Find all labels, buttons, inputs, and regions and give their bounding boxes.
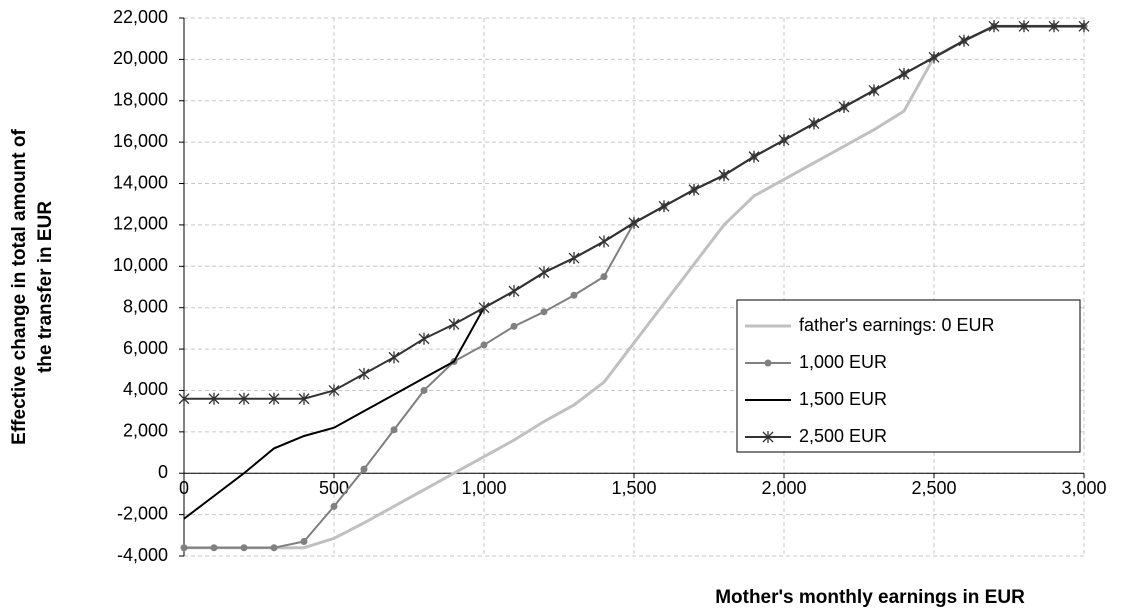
point <box>180 544 188 552</box>
point <box>688 183 700 196</box>
point <box>448 318 460 331</box>
point <box>540 308 548 316</box>
point <box>868 84 880 97</box>
point <box>538 266 550 279</box>
point <box>478 301 490 314</box>
y-tick-label: -4,000 <box>117 545 168 565</box>
point <box>600 273 608 281</box>
legend-label: 1,000 EUR <box>799 352 887 372</box>
legend-box <box>736 299 1081 453</box>
point <box>748 150 760 163</box>
x-tick-label: 2,000 <box>761 478 806 498</box>
point <box>208 392 220 405</box>
y-tick-label: 0 <box>158 462 168 482</box>
point <box>178 392 190 405</box>
y-tick-label: 4,000 <box>123 379 168 399</box>
y-tick-label: 18,000 <box>113 90 168 110</box>
point <box>838 100 850 113</box>
y-tick-label: 12,000 <box>113 214 168 234</box>
point <box>358 367 370 380</box>
point <box>210 544 218 552</box>
point <box>268 392 280 405</box>
point <box>628 216 640 229</box>
y-axis-title: Effective change in total amount of <box>9 129 30 445</box>
x-tick-label: 1,500 <box>611 478 656 498</box>
point <box>1048 20 1060 33</box>
point <box>388 351 400 364</box>
y-axis-title: the transfer in EUR <box>35 201 56 373</box>
point <box>420 386 428 394</box>
point <box>298 392 310 405</box>
point <box>238 392 250 405</box>
point <box>778 134 790 147</box>
x-tick-label: 3,000 <box>1061 478 1106 498</box>
point <box>658 200 670 213</box>
point <box>570 291 578 299</box>
legend-marker <box>764 359 772 367</box>
point <box>360 465 368 473</box>
point <box>1078 20 1090 33</box>
point <box>808 117 820 130</box>
point <box>898 67 910 80</box>
point <box>568 252 580 265</box>
y-tick-label: 16,000 <box>113 131 168 151</box>
point <box>1018 20 1030 33</box>
x-tick-label: 1,000 <box>461 478 506 498</box>
legend-label: 1,500 EUR <box>799 389 887 409</box>
legend-marker <box>762 431 774 443</box>
legend-label: father's earnings: 0 EUR <box>799 315 995 335</box>
legend-label: 2,500 EUR <box>799 426 887 446</box>
point <box>510 322 518 330</box>
point <box>330 502 338 510</box>
point <box>418 332 430 345</box>
y-tick-label: 6,000 <box>123 338 168 358</box>
y-tick-label: 10,000 <box>113 255 168 275</box>
y-tick-label: 14,000 <box>113 172 168 192</box>
point <box>328 384 340 397</box>
y-tick-label: 20,000 <box>113 48 168 68</box>
x-axis-title: Mother's monthly earnings in EUR <box>715 587 1025 608</box>
y-tick-label: 2,000 <box>123 421 168 441</box>
point <box>718 169 730 182</box>
point <box>480 341 488 349</box>
point <box>240 544 248 552</box>
point <box>598 235 610 248</box>
x-tick-label: 500 <box>319 478 349 498</box>
y-tick-label: 22,000 <box>113 7 168 27</box>
x-tick-label: 2,500 <box>911 478 956 498</box>
point <box>270 544 278 552</box>
point <box>390 426 398 434</box>
y-tick-label: 8,000 <box>123 296 168 316</box>
point <box>958 34 970 47</box>
point <box>300 538 308 546</box>
point <box>508 285 520 298</box>
y-tick-label: -2,000 <box>117 503 168 523</box>
point <box>988 20 1000 33</box>
point <box>928 51 940 64</box>
